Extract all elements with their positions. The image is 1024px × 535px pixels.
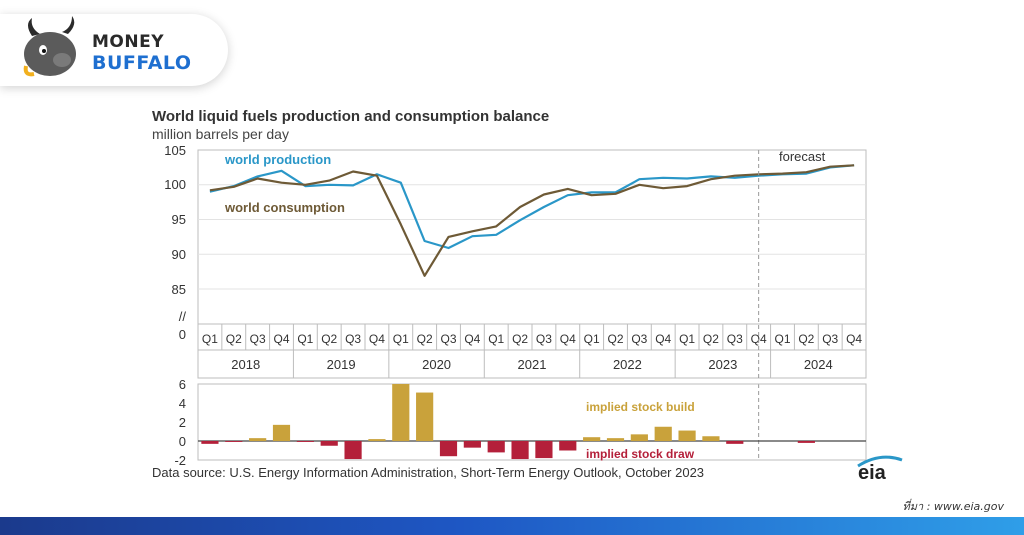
stock-draw-bar — [559, 441, 577, 451]
stock-build-label: implied stock build — [586, 400, 695, 414]
source-credit: ที่มา : www.eia.gov — [902, 500, 1004, 513]
quarter-label: Q3 — [345, 332, 361, 346]
balance-y-tick: 0 — [179, 434, 186, 449]
stock-draw-bar — [726, 441, 744, 444]
y-tick-label: 90 — [172, 247, 186, 262]
buffalo-mascot-icon — [23, 16, 76, 77]
year-label: 2024 — [804, 357, 833, 372]
stock-build-bar — [272, 424, 291, 441]
balance-y-tick: 6 — [179, 377, 186, 392]
quarter-label: Q2 — [321, 332, 337, 346]
stock-draw-bar — [344, 441, 362, 460]
y-tick-label: 85 — [172, 282, 186, 297]
stock-draw-bar — [487, 441, 505, 453]
balance-bars — [201, 384, 815, 460]
stock-build-bar — [630, 434, 648, 441]
quarter-label: Q1 — [488, 332, 504, 346]
quarter-label: Q3 — [727, 332, 743, 346]
quarter-label: Q1 — [393, 332, 409, 346]
year-label: 2018 — [231, 357, 260, 372]
quarter-label: Q3 — [250, 332, 266, 346]
quarter-label: Q4 — [273, 332, 289, 346]
y-tick-label: // — [179, 309, 187, 324]
balance-y-axis: 6 4 2 0 -2 — [174, 377, 186, 468]
quarter-label: Q2 — [512, 332, 528, 346]
stock-draw-bar — [225, 441, 243, 442]
balance-y-tick: -2 — [174, 453, 186, 468]
stock-build-bar — [249, 438, 267, 441]
brand-logo[interactable]: MONEY BUFFALO — [0, 14, 228, 86]
forecast-label: forecast — [779, 149, 826, 164]
stock-build-bar — [416, 392, 434, 441]
quarter-label: Q1 — [774, 332, 790, 346]
stock-build-bar — [654, 426, 672, 441]
quarter-label: Q2 — [226, 332, 242, 346]
brand-name-line1: MONEY — [92, 32, 165, 52]
y-tick-label: 100 — [164, 177, 186, 192]
stock-build-bar — [583, 437, 601, 441]
quarter-label: Q4 — [655, 332, 671, 346]
year-label: 2022 — [613, 357, 642, 372]
chart-subtitle: million barrels per day — [152, 126, 289, 142]
stock-build-bar — [368, 439, 386, 441]
series-line-production — [209, 164, 855, 250]
stock-build-bar — [702, 436, 720, 441]
stock-draw-bar — [320, 441, 338, 446]
balance-plot-frame — [197, 383, 867, 461]
stock-draw-bar — [535, 441, 553, 459]
stock-draw-label: implied stock draw — [586, 447, 695, 461]
quarter-label: Q4 — [560, 332, 576, 346]
quarter-label: Q3 — [440, 332, 456, 346]
eia-logo: eia — [858, 462, 887, 484]
series-lines — [209, 164, 855, 277]
stock-draw-bar — [439, 441, 458, 457]
quarter-label: Q2 — [798, 332, 814, 346]
quarter-label: Q2 — [703, 332, 719, 346]
quarter-label: Q1 — [297, 332, 313, 346]
x-axis-years: 2018 2019 2020 2021 2022 2023 2024 — [231, 350, 833, 378]
quarter-label: Q2 — [417, 332, 433, 346]
quarter-label: Q1 — [202, 332, 218, 346]
stock-draw-bar — [201, 441, 219, 444]
brand-name-line2: BUFFALO — [92, 52, 192, 74]
main-y-axis: 105 100 95 90 85 // 0 — [164, 143, 186, 342]
y-tick-label: 0 — [179, 327, 186, 342]
series-line-consumption — [209, 164, 855, 277]
year-label: 2019 — [327, 357, 356, 372]
x-axis-quarters: Q1 Q2 Q3 Q4 Q1 Q2 Q3 Q4 Q1 Q2 Q3 Q4 Q1 Q2 Q3 Q4 Q1 Q2 Q3 Q4… — [202, 324, 862, 350]
quarter-label: Q3 — [631, 332, 647, 346]
chart-source: Data source: U.S. Energy Information Adm… — [152, 465, 704, 480]
quarter-label: Q3 — [536, 332, 552, 346]
stock-build-bar — [678, 430, 696, 441]
quarter-label: Q1 — [584, 332, 600, 346]
quarter-label: Q4 — [464, 332, 480, 346]
footer-stripe — [0, 517, 1024, 535]
stock-draw-bar — [511, 441, 529, 460]
eia-logo-swoosh — [857, 455, 903, 468]
quarter-label: Q1 — [679, 332, 695, 346]
production-label: world production — [224, 152, 331, 167]
y-tick-label: 105 — [164, 143, 186, 158]
year-label: 2021 — [518, 357, 547, 372]
stock-build-bar — [392, 384, 410, 441]
chart-title: World liquid fuels production and consum… — [152, 108, 549, 125]
stock-draw-bar — [296, 441, 314, 442]
balance-y-tick: 4 — [179, 396, 186, 411]
consumption-label: world consumption — [224, 200, 345, 215]
stock-draw-bar — [463, 441, 481, 448]
quarter-label: Q2 — [607, 332, 623, 346]
stock-build-bar — [606, 438, 625, 441]
quarter-label: Q4 — [369, 332, 385, 346]
quarter-label: Q3 — [822, 332, 838, 346]
year-label: 2023 — [708, 357, 737, 372]
balance-y-tick: 2 — [179, 415, 186, 430]
balance-plot-border — [197, 383, 867, 461]
quarter-label: Q4 — [846, 332, 862, 346]
fuels-balance-chart: World liquid fuels production and consum… — [152, 108, 903, 484]
y-tick-label: 95 — [172, 212, 186, 227]
stock-draw-bar — [797, 441, 815, 443]
year-label: 2020 — [422, 357, 451, 372]
